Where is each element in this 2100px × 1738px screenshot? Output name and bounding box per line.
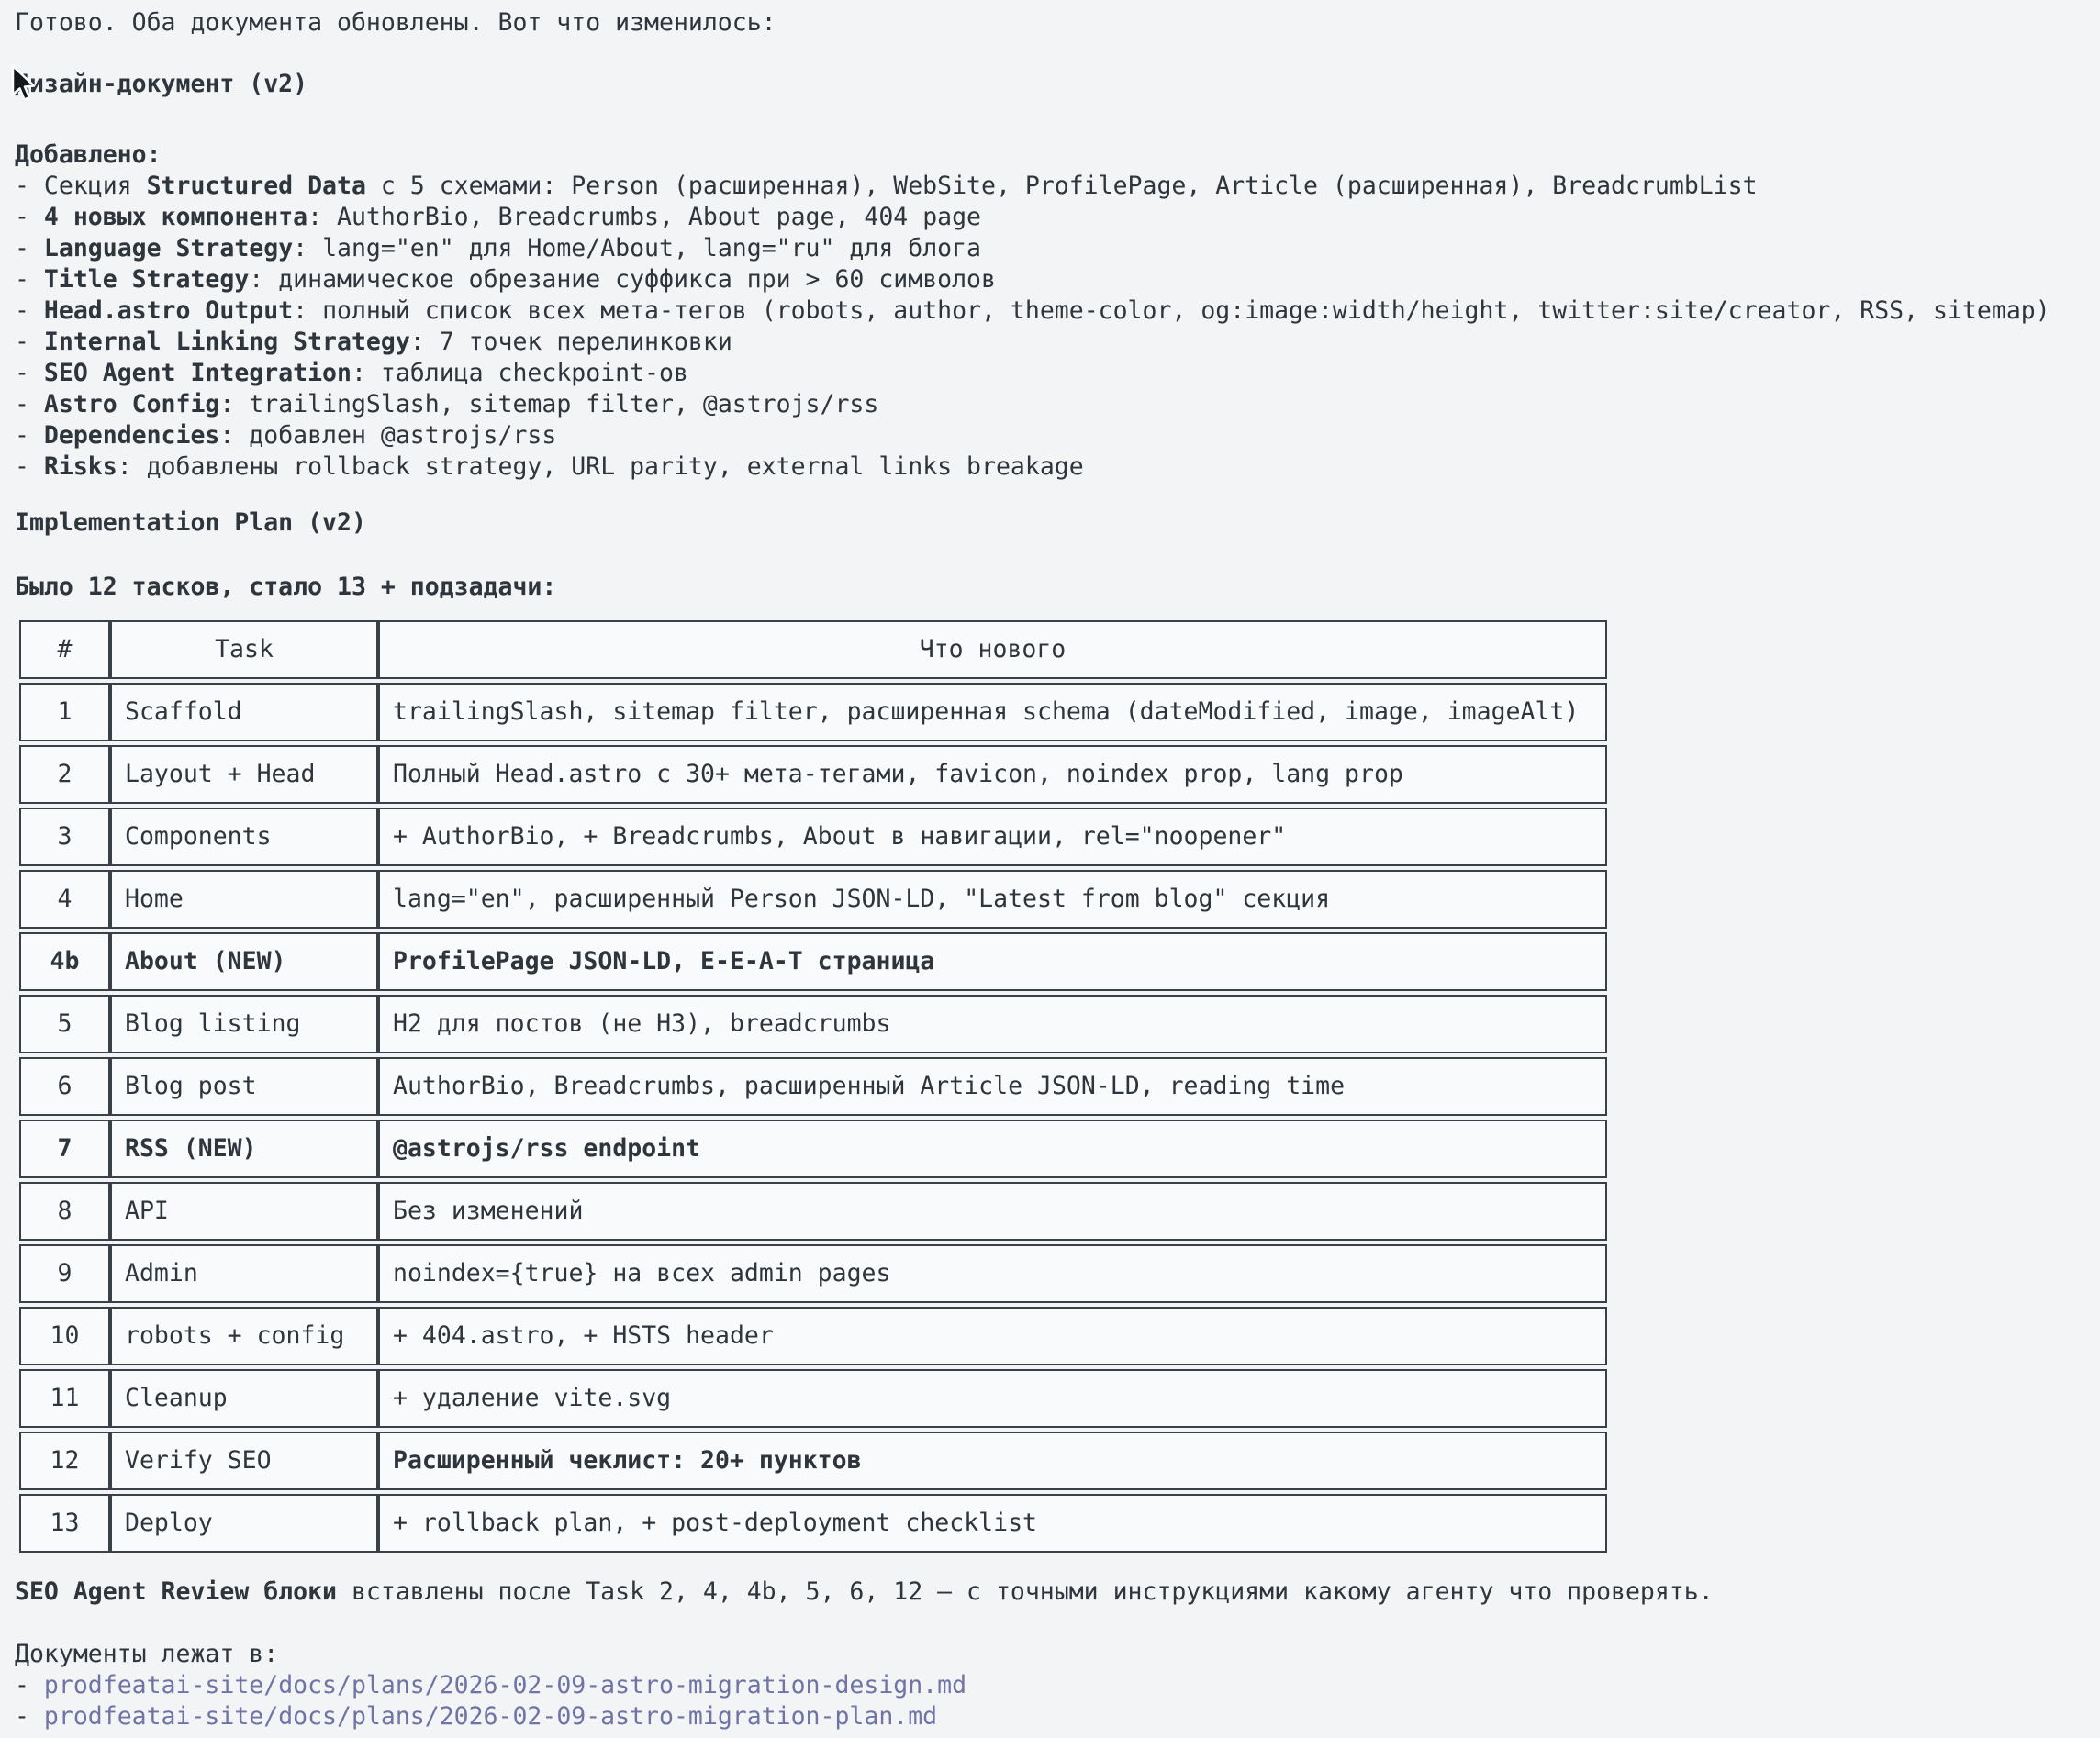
doc-link-plan[interactable]: prodfeatai-site/docs/plans/2026-02-09-as… xyxy=(43,1702,938,1731)
cell-desc: + AuthorBio, + Breadcrumbs, About в нави… xyxy=(378,808,1607,866)
cell-desc: Расширенный чеклист: 20+ пунктов xyxy=(378,1432,1607,1490)
table-row: 4 Home lang="en", расширенный Person JSON-… xyxy=(19,870,1607,929)
implementation-plan-title: Implementation Plan (v2) xyxy=(15,508,366,537)
cell-desc: AuthorBio, Breadcrumbs, расширенный Arti… xyxy=(378,1057,1607,1116)
cell-task: Deploy xyxy=(110,1494,378,1553)
intro-text: Готово. Оба документа обновлены. Вот что… xyxy=(15,8,776,37)
docs-label: Документы лежат в: xyxy=(15,1640,279,1668)
cell-num: 10 xyxy=(19,1307,110,1365)
cell-desc: ProfilePage JSON-LD, E-E-A-T страница xyxy=(378,932,1607,991)
added-bullet: - Head.astro Output: полный список всех … xyxy=(15,296,2050,325)
cell-desc: Полный Head.astro с 30+ мета-тегами, fav… xyxy=(378,745,1607,804)
cell-desc: H2 для постов (не H3), breadcrumbs xyxy=(378,995,1607,1053)
cell-task: Cleanup xyxy=(110,1369,378,1428)
added-bullet: - Astro Config: trailingSlash, sitemap f… xyxy=(15,390,879,418)
cell-num: 2 xyxy=(19,745,110,804)
cell-desc: + удаление vite.svg xyxy=(378,1369,1607,1428)
cell-num: 4b xyxy=(19,932,110,991)
table-header-row: # Task Что нового xyxy=(19,620,1607,679)
cell-num: 3 xyxy=(19,808,110,866)
added-bullet: - Internal Linking Strategy: 7 точек пер… xyxy=(15,328,732,356)
cell-desc: Без изменений xyxy=(378,1182,1607,1241)
cell-task: Scaffold xyxy=(110,683,378,741)
table-row: 7 RSS (NEW) @astrojs/rss endpoint xyxy=(19,1120,1607,1178)
added-bullet: - 4 новых компонента: AuthorBio, Breadcr… xyxy=(15,203,982,231)
added-bullet: - Dependencies: добавлен @astrojs/rss xyxy=(15,421,557,450)
cell-num: 11 xyxy=(19,1369,110,1428)
design-doc-changes: Добавлено: - Секция Structured Data с 5 … xyxy=(15,139,2100,483)
cell-num: 7 xyxy=(19,1120,110,1178)
cell-task: Admin xyxy=(110,1244,378,1303)
cell-num: 12 xyxy=(19,1432,110,1490)
seo-review-note: SEO Agent Review блоки вставлены после T… xyxy=(15,1576,2100,1608)
cell-num: 8 xyxy=(19,1182,110,1241)
doc-link-design[interactable]: prodfeatai-site/docs/plans/2026-02-09-as… xyxy=(43,1671,967,1699)
table-row: 11 Cleanup + удаление vite.svg xyxy=(19,1369,1607,1428)
added-bullet: - SEO Agent Integration: таблица checkpo… xyxy=(15,359,688,387)
cell-task: RSS (NEW) xyxy=(110,1120,378,1178)
cell-task: robots + config xyxy=(110,1307,378,1365)
column-header-num: # xyxy=(19,620,110,679)
doc-link-line: - prodfeatai-site/docs/plans/2026-02-09-… xyxy=(15,1701,2100,1732)
table-row: 10 robots + config + 404.astro, + HSTS hea… xyxy=(19,1307,1607,1365)
table-row: 1 Scaffold trailingSlash, sitemap filter, … xyxy=(19,683,1607,741)
cell-desc: + 404.astro, + HSTS header xyxy=(378,1307,1607,1365)
cell-num: 1 xyxy=(19,683,110,741)
seo-review-note-rest: вставлены после Task 2, 4, 4b, 5, 6, 12 … xyxy=(337,1577,1714,1606)
cell-num: 4 xyxy=(19,870,110,929)
table-row: 9 Admin noindex={true} на всех admin pages xyxy=(19,1244,1607,1303)
cell-desc: @astrojs/rss endpoint xyxy=(378,1120,1607,1178)
added-bullet: - Risks: добавлены rollback strategy, UR… xyxy=(15,452,1084,481)
docs-location: Документы лежат в: - prodfeatai-site/doc… xyxy=(15,1639,2100,1732)
cell-desc: + rollback plan, + post-deployment check… xyxy=(378,1494,1607,1553)
table-row: 13 Deploy + rollback plan, + post-deployme… xyxy=(19,1494,1607,1553)
table-row: 2 Layout + Head Полный Head.astro с 30+ ме… xyxy=(19,745,1607,804)
table-row: 4b About (NEW) ProfilePage JSON-LD, E-E-A-… xyxy=(19,932,1607,991)
added-bullet: - Language Strategy: lang="en" для Home/… xyxy=(15,234,982,262)
plan-table: # Task Что нового 1 Scaffold trailingSlash… xyxy=(19,617,1607,1556)
table-row: 6 Blog post AuthorBio, Breadcrumbs, расшир… xyxy=(19,1057,1607,1116)
added-label: Добавлено: xyxy=(15,140,162,169)
column-header-desc: Что нового xyxy=(378,620,1607,679)
added-bullet: - Секция Structured Data с 5 схемами: Pe… xyxy=(15,172,1758,200)
list-dash: - xyxy=(15,1671,44,1699)
cell-task: Verify SEO xyxy=(110,1432,378,1490)
doc-link-line: - prodfeatai-site/docs/plans/2026-02-09-… xyxy=(15,1670,2100,1701)
column-header-task: Task xyxy=(110,620,378,679)
cell-task: Components xyxy=(110,808,378,866)
tasks-summary: Было 12 тасков, стало 13 + подзадачи: xyxy=(15,573,557,601)
cell-task: Home xyxy=(110,870,378,929)
cell-num: 13 xyxy=(19,1494,110,1553)
added-bullet: - Title Strategy: динамическое обрезание… xyxy=(15,265,996,294)
cell-desc: lang="en", расширенный Person JSON-LD, "… xyxy=(378,870,1607,929)
cell-task: API xyxy=(110,1182,378,1241)
cell-num: 9 xyxy=(19,1244,110,1303)
added-list: - Секция Structured Data с 5 схемами: Pe… xyxy=(15,171,2100,483)
cell-num: 5 xyxy=(19,995,110,1053)
cell-task: About (NEW) xyxy=(110,932,378,991)
list-dash: - xyxy=(15,1702,44,1731)
seo-review-note-lead: SEO Agent Review блоки xyxy=(15,1577,337,1606)
table-row: 12 Verify SEO Расширенный чеклист: 20+ пун… xyxy=(19,1432,1607,1490)
cell-task: Blog post xyxy=(110,1057,378,1116)
table-row: 8 API Без изменений xyxy=(19,1182,1607,1241)
cell-desc: trailingSlash, sitemap filter, расширенн… xyxy=(378,683,1607,741)
cell-task: Layout + Head xyxy=(110,745,378,804)
design-doc-title: Дизайн-документ (v2) xyxy=(15,70,308,98)
table-row: 3 Components + AuthorBio, + Breadcrumbs, A… xyxy=(19,808,1607,866)
cell-num: 6 xyxy=(19,1057,110,1116)
table-row: 5 Blog listing H2 для постов (не H3), brea… xyxy=(19,995,1607,1053)
cell-desc: noindex={true} на всех admin pages xyxy=(378,1244,1607,1303)
cell-task: Blog listing xyxy=(110,995,378,1053)
plan-table-body: 1 Scaffold trailingSlash, sitemap filter, … xyxy=(19,683,1607,1553)
